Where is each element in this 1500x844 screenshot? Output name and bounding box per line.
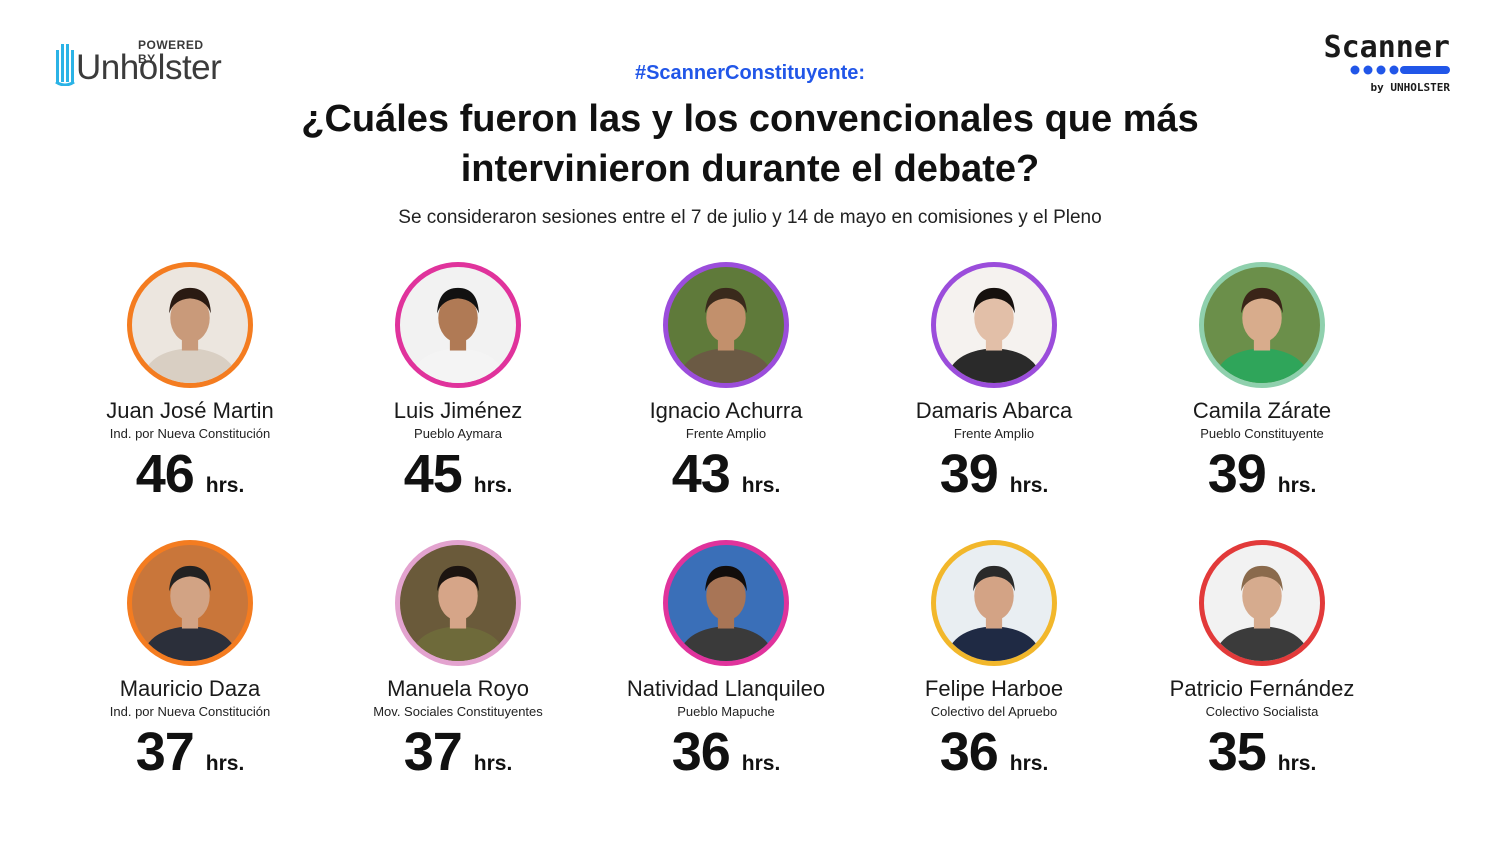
person-party: Ind. por Nueva Constitución [109, 704, 271, 719]
scanner-by-label: by UNHOLSTER [1370, 81, 1450, 94]
portrait-icon [1213, 565, 1311, 661]
person-name: Camila Zárate [1192, 398, 1332, 423]
person-party: Pueblo Aymara [414, 426, 502, 441]
scanner-logo: Scanner by UNHOLSTER [1310, 30, 1460, 100]
hours-unit: hrs. [473, 752, 513, 775]
hours-value: 36 [671, 722, 731, 782]
hours-row: 43 hrs. [592, 444, 860, 504]
person-photo [127, 540, 253, 666]
page-title: ¿Cuáles fueron las y los convencionales … [301, 98, 1199, 191]
hours-value: 39 [1207, 444, 1267, 504]
person-card: Manuela Royo Mov. Sociales Constituyente… [324, 540, 592, 818]
person-photo [395, 262, 521, 388]
person-photo [663, 262, 789, 388]
person-card: Patricio Fernández Colectivo Socialista … [1128, 540, 1396, 818]
person-name: Juan José Martin [106, 398, 274, 423]
person-photo [931, 262, 1057, 388]
person-party: Frente Amplio [685, 426, 767, 441]
hours-value: 36 [939, 722, 999, 782]
hashtag: #ScannerConstituyente: [634, 62, 866, 84]
hours-row: 37 hrs. [324, 722, 592, 782]
person-party: Ind. por Nueva Constitución [109, 426, 271, 441]
portrait-icon [945, 287, 1043, 383]
portrait-icon [141, 287, 239, 383]
hours-value: 46 [135, 444, 195, 504]
hours-unit: hrs. [1009, 752, 1049, 775]
portrait-icon [677, 565, 775, 661]
hours-value: 37 [403, 722, 463, 782]
person-party: Frente Amplio [953, 426, 1035, 441]
person-photo [1199, 540, 1325, 666]
hours-unit: hrs. [741, 752, 781, 775]
hours-row: 37 hrs. [56, 722, 324, 782]
portrait-icon [141, 565, 239, 661]
person-name: Mauricio Daza [119, 676, 261, 701]
person-name: Damaris Abarca [915, 398, 1073, 423]
hours-unit: hrs. [741, 474, 781, 497]
portrait-icon [409, 287, 507, 383]
hours-unit: hrs. [1009, 474, 1049, 497]
page-subtitle: Se consideraron sesiones entre el 7 de j… [398, 207, 1102, 228]
unholster-logo: POWERED BY Unholster [52, 38, 222, 90]
powered-by-label: POWERED BY [138, 38, 204, 66]
person-photo [127, 262, 253, 388]
person-name: Patricio Fernández [1169, 676, 1355, 701]
person-party: Mov. Sociales Constituyentes [373, 704, 543, 719]
hours-row: 46 hrs. [56, 444, 324, 504]
scanner-dots-icon [1350, 65, 1450, 75]
hours-unit: hrs. [1277, 752, 1317, 775]
hours-unit: hrs. [205, 752, 245, 775]
hours-unit: hrs. [1277, 474, 1317, 497]
portrait-icon [409, 565, 507, 661]
portrait-icon [677, 287, 775, 383]
hours-value: 45 [403, 444, 463, 504]
hours-unit: hrs. [473, 474, 513, 497]
person-name: Manuela Royo [387, 676, 529, 701]
person-card: Natividad Llanquileo Pueblo Mapuche 36 h… [592, 540, 860, 818]
hours-unit: hrs. [205, 474, 245, 497]
portrait-icon [1213, 287, 1311, 383]
portrait-icon [945, 565, 1043, 661]
hours-value: 43 [671, 444, 731, 504]
person-card: Luis Jiménez Pueblo Aymara 45 hrs. [324, 262, 592, 540]
person-photo [1199, 262, 1325, 388]
person-card: Felipe Harboe Colectivo del Apruebo 36 h… [860, 540, 1128, 818]
hours-value: 35 [1207, 722, 1267, 782]
hours-row: 45 hrs. [324, 444, 592, 504]
person-party: Pueblo Constituyente [1200, 426, 1324, 441]
person-card: Damaris Abarca Frente Amplio 39 hrs. [860, 262, 1128, 540]
hours-value: 39 [939, 444, 999, 504]
person-card: Ignacio Achurra Frente Amplio 43 hrs. [592, 262, 860, 540]
person-party: Pueblo Mapuche [677, 704, 775, 719]
person-photo [395, 540, 521, 666]
hours-row: 36 hrs. [860, 722, 1128, 782]
person-card: Camila Zárate Pueblo Constituyente 39 hr… [1128, 262, 1396, 540]
person-name: Felipe Harboe [924, 676, 1064, 701]
person-name: Luis Jiménez [393, 398, 523, 423]
hours-row: 35 hrs. [1128, 722, 1396, 782]
people-grid: Juan José Martin Ind. por Nueva Constitu… [56, 262, 1456, 818]
unholster-logo-text: Unholster [76, 48, 222, 87]
person-party: Colectivo Socialista [1205, 704, 1319, 719]
hours-row: 39 hrs. [1128, 444, 1396, 504]
person-card: Juan José Martin Ind. por Nueva Constitu… [56, 262, 324, 540]
hours-value: 37 [135, 722, 195, 782]
person-name: Ignacio Achurra [649, 398, 803, 423]
hours-row: 36 hrs. [592, 722, 860, 782]
scanner-logo-text: Scanner [1323, 30, 1450, 65]
person-party: Colectivo del Apruebo [930, 704, 1058, 719]
person-photo [663, 540, 789, 666]
person-card: Mauricio Daza Ind. por Nueva Constitució… [56, 540, 324, 818]
person-photo [931, 540, 1057, 666]
person-name: Natividad Llanquileo [626, 676, 826, 701]
unholster-mark-icon [55, 44, 75, 86]
hours-row: 39 hrs. [860, 444, 1128, 504]
